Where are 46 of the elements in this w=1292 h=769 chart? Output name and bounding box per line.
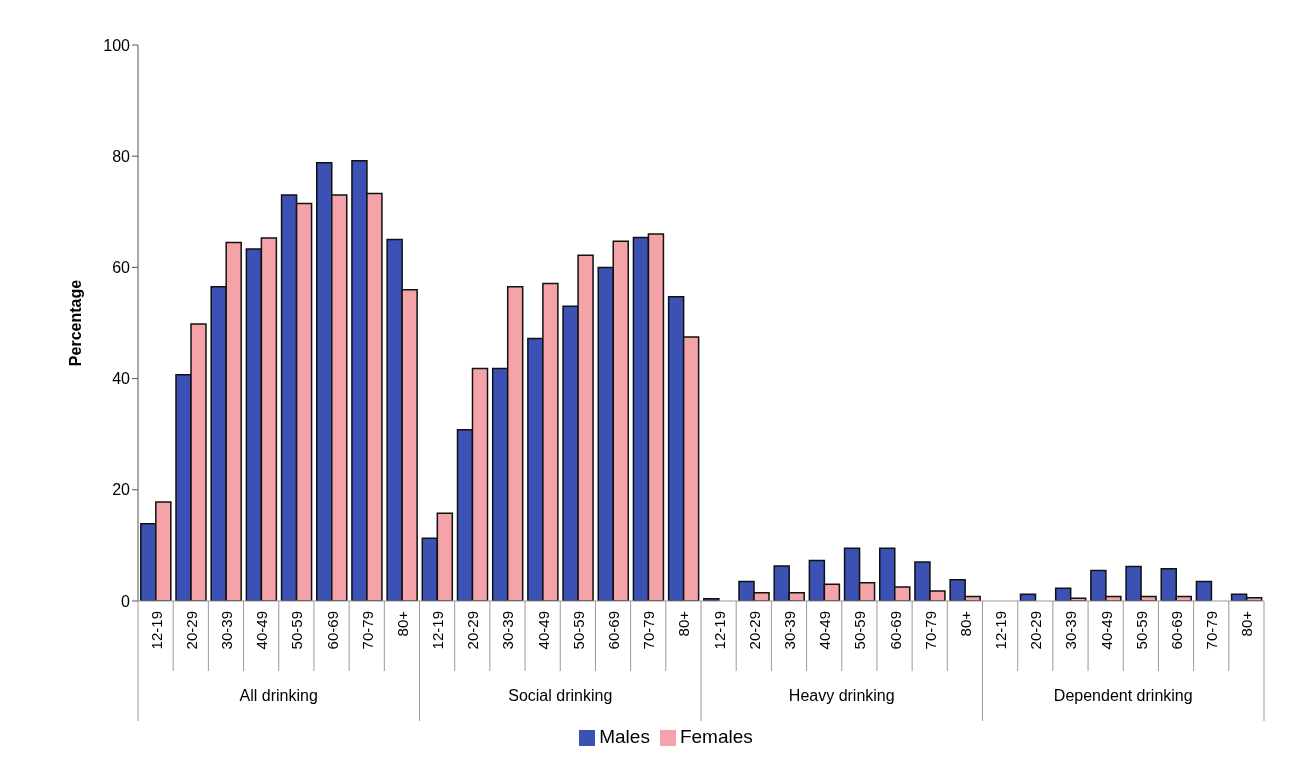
x-tick-label: 50-59 [288,611,306,650]
x-tick-label: 70-79 [921,611,939,650]
x-tick-label: 20-29 [464,611,482,650]
x-tick-label: 30-39 [780,611,798,650]
x-tick-label: 40-49 [253,611,271,650]
text: All drinking [239,687,318,704]
x-tick-label: 70-79 [358,611,376,650]
text: Social drinking [508,687,613,704]
x-tick-label: 30-39 [499,611,517,650]
legend-label: Males [599,726,650,747]
legend-label: Females [679,726,753,747]
y-tick-label: 60 [112,259,131,277]
x-tick-label: 20-29 [1027,611,1045,650]
x-tick-label: 12-19 [710,611,728,650]
x-tick-label: 70-79 [1203,611,1221,650]
x-tick-label: 80+ [675,610,693,637]
x-tick-label: 12-19 [992,611,1010,650]
x-tick-label: 40-49 [534,611,552,650]
x-tick-label: 20-29 [745,611,763,650]
text: Heavy drinking [788,687,895,704]
x-tick-label: 80+ [393,610,411,637]
x-tick-label: 40-49 [816,611,834,650]
y-tick-label: 100 [103,36,131,54]
x-tick-label: 60-69 [886,611,904,650]
x-tick-label: 20-29 [182,611,200,650]
x-tick-label: 12-19 [147,611,165,650]
x-tick-label: 40-49 [1097,611,1115,650]
y-tick-label: 0 [121,592,131,610]
x-tick-label: 60-69 [323,611,341,650]
x-tick-label: 70-79 [640,611,658,650]
bar [1195,580,1213,601]
x-tick-label: 60-69 [1168,611,1186,650]
x-tick-label: 50-59 [851,611,869,650]
x-tick-label: 80+ [956,610,974,637]
x-tick-label: 12-19 [429,611,447,650]
text: Dependent drinking [1053,687,1193,704]
x-tick-label: 50-59 [569,611,587,650]
y-tick-label: 80 [112,147,131,165]
y-tick-label: 20 [112,481,131,499]
y-tick-label: 40 [112,370,131,388]
x-tick-label: 30-39 [1062,611,1080,650]
x-tick-label: 80+ [1238,610,1256,637]
y-axis-title: Percentage [66,279,84,367]
x-tick-label: 50-59 [1132,611,1150,650]
x-tick-label: 30-39 [217,611,235,650]
x-tick-label: 60-69 [605,611,623,650]
